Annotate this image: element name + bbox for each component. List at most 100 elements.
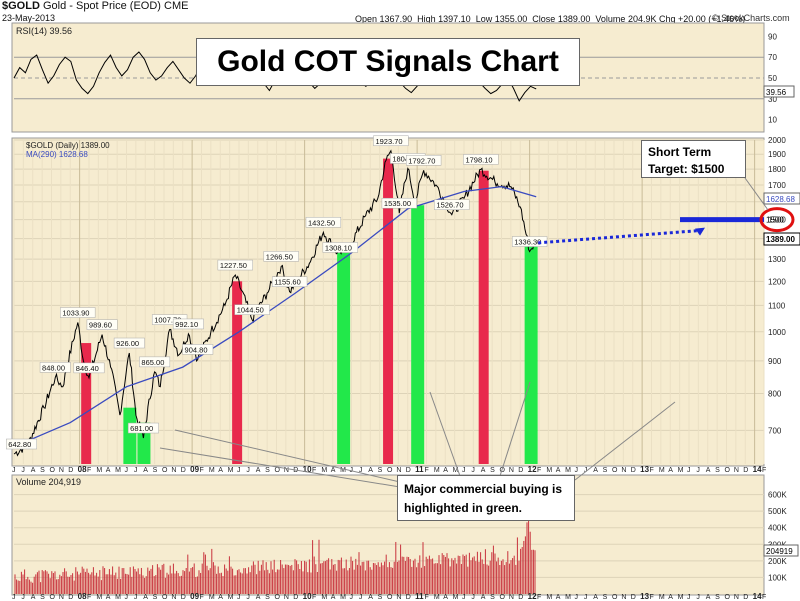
price-label-bg <box>139 356 171 368</box>
month-label-volume: F <box>312 594 316 601</box>
month-label-volume: D <box>68 594 73 601</box>
month-label-price: M <box>96 467 102 474</box>
month-label-volume: J <box>125 594 129 601</box>
red-signal-bar <box>232 281 243 464</box>
volume-value-tag-bg <box>763 544 799 557</box>
month-label-volume: 11 <box>415 592 424 601</box>
month-label-price: O <box>50 467 56 474</box>
buying-line2: highlighted in green. <box>404 501 522 515</box>
month-label-price: D <box>518 467 523 474</box>
price-label: 865.00 <box>141 358 164 367</box>
month-label-volume: M <box>546 594 552 601</box>
price-label-bg <box>263 251 299 262</box>
low-value: 1355.00 <box>494 14 528 24</box>
month-label-volume: N <box>621 594 626 601</box>
price-label: 1792.70 <box>408 156 435 165</box>
month-label-volume: A <box>556 594 561 601</box>
month-label-price: M <box>321 467 327 474</box>
red-signal-bar <box>383 158 394 465</box>
target-arrow <box>538 229 700 245</box>
price-label: 1923.70 <box>375 137 402 146</box>
price-label: 642.80 <box>8 440 31 449</box>
commercial-buying-callout: Major commercial buying is highlighted i… <box>397 475 575 521</box>
rsi-tick-label: 10 <box>768 116 777 125</box>
month-label-volume: S <box>603 594 608 601</box>
red-signal-bar <box>478 170 489 464</box>
month-label-volume: 14 <box>753 592 762 601</box>
chart-title-callout: Gold COT Signals Chart <box>196 38 580 86</box>
price-label: 989.60 <box>89 321 112 330</box>
month-label-volume: A <box>668 594 673 601</box>
month-label-price: 12 <box>528 465 537 474</box>
price-label-bg <box>60 307 96 318</box>
month-label-price: N <box>396 467 401 474</box>
stockcharts-brand: © StockCharts.com <box>712 13 790 23</box>
month-label-price: F <box>537 467 541 474</box>
red-signal-bar <box>81 343 92 464</box>
month-label-price: N <box>59 467 64 474</box>
month-label-volume: S <box>153 594 158 601</box>
volume-tick-label: 400K <box>768 524 787 533</box>
price-label-bg <box>217 259 253 271</box>
month-label-volume: M <box>340 594 346 601</box>
month-label-volume: 12 <box>528 592 537 601</box>
month-label-volume: A <box>31 594 36 601</box>
month-label-price: S <box>715 467 720 474</box>
callout-pointer-lines <box>159 177 769 488</box>
price-label-bg <box>434 199 470 210</box>
month-label-price: 10 <box>303 465 312 474</box>
month-label-volume: A <box>593 594 598 601</box>
month-label-price: M <box>678 467 684 474</box>
month-label-price: N <box>621 467 626 474</box>
rsi-tick-label: 70 <box>768 53 777 62</box>
month-label-price: M <box>209 467 215 474</box>
month-label-price: A <box>706 467 711 474</box>
month-label-price: O <box>275 467 281 474</box>
month-label-price: J <box>237 467 241 474</box>
month-label-volume: J <box>687 594 691 601</box>
month-label-price: F <box>425 467 429 474</box>
price-label: 1044.50 <box>237 306 264 315</box>
price-label: 1266.50 <box>266 252 293 261</box>
green-signal-bar <box>337 252 351 464</box>
price-label: 846.40 <box>76 364 99 373</box>
month-label-price: F <box>200 467 204 474</box>
month-label-price: M <box>340 467 346 474</box>
month-label-volume: 09 <box>190 592 199 601</box>
price-label-bg <box>373 135 409 147</box>
month-label-volume: J <box>134 594 138 601</box>
price-label: 992.10 <box>175 320 198 329</box>
month-label-volume: A <box>143 594 148 601</box>
month-label-price: 11 <box>415 465 424 474</box>
month-label-price: S <box>153 467 158 474</box>
price-label-bg <box>182 344 214 355</box>
month-label-price: J <box>12 467 16 474</box>
volume-tick-label: 200K <box>768 557 787 566</box>
month-label-price: M <box>546 467 552 474</box>
price-label-bg <box>234 304 270 315</box>
month-label-volume: F <box>650 594 654 601</box>
price-label: 1033.90 <box>62 309 89 318</box>
target-pointer <box>744 177 769 211</box>
price-label-bg <box>73 362 105 374</box>
month-label-volume: A <box>218 594 223 601</box>
month-label-volume: A <box>256 594 261 601</box>
buying-pointer-4 <box>499 381 531 477</box>
target-line1: Short Term <box>648 145 712 159</box>
month-label-volume: J <box>584 594 588 601</box>
target-arrowhead <box>695 227 705 236</box>
ma-value-tag-bg <box>763 192 800 205</box>
month-label-volume: A <box>706 594 711 601</box>
month-label-volume: M <box>96 594 102 601</box>
price-label-bg <box>271 276 308 287</box>
buying-pointer-3 <box>429 391 461 477</box>
high-label: High <box>417 14 436 24</box>
month-label-price: S <box>490 467 495 474</box>
volume-legend: Volume 204,919 <box>16 477 81 487</box>
month-label-volume: F <box>537 594 541 601</box>
month-label-price: M <box>659 467 665 474</box>
ohlc-summary: Open 1367.90 High 1397.10 Low 1355.00 Cl… <box>355 14 745 24</box>
month-label-volume: M <box>678 594 684 601</box>
high-value: 1397.10 <box>438 14 471 24</box>
rsi-tick-label: 90 <box>768 32 777 41</box>
